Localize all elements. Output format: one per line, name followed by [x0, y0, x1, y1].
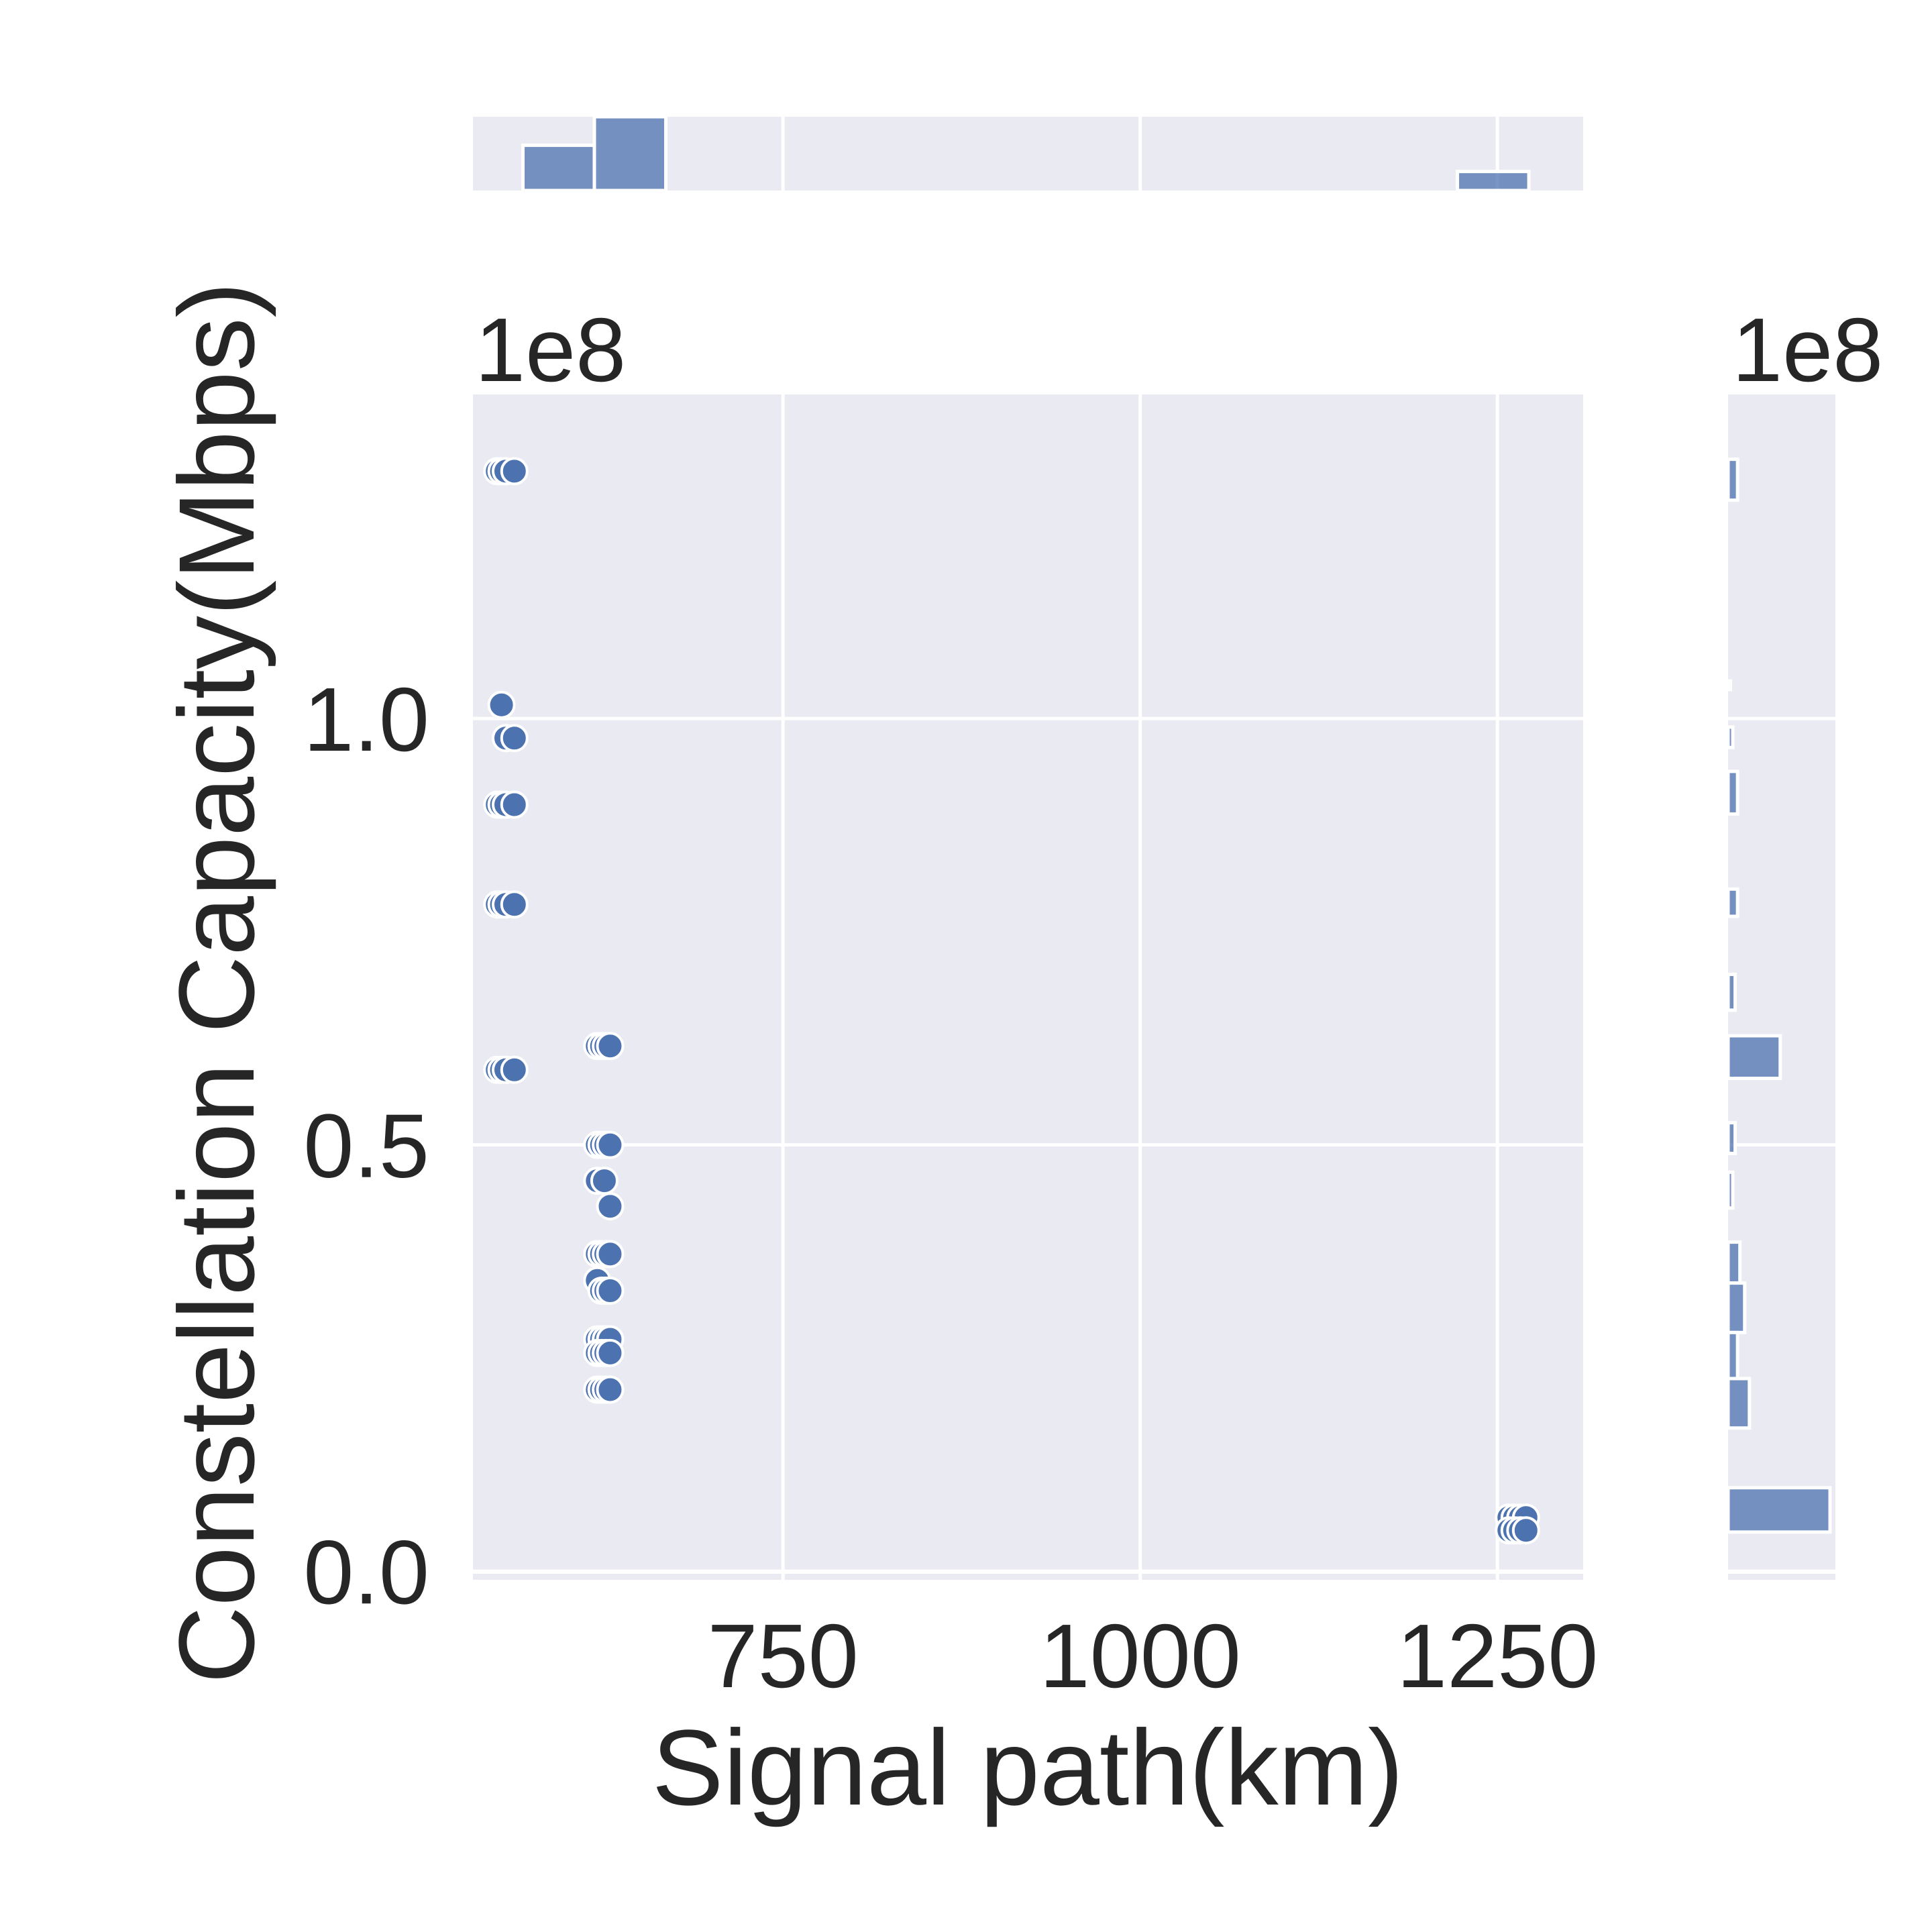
- scatter-point: [596, 1338, 625, 1367]
- tick-labels: 750 1000 1250 0.0 0.5 1.0: [303, 669, 1598, 1707]
- main-plot-background: [473, 394, 1583, 1580]
- scatter-point: [596, 1375, 625, 1404]
- x-axis-label: Signal path(km): [652, 1707, 1403, 1827]
- x-tick-label: 750: [708, 1605, 859, 1707]
- y-tick-label: 0.5: [303, 1095, 429, 1197]
- right-hist-bar: [1726, 1330, 1739, 1381]
- right-hist-bar: [1726, 1170, 1735, 1210]
- x-tick-label: 1000: [1040, 1605, 1241, 1707]
- scatter-point: [596, 1240, 625, 1269]
- scatter-point: [596, 1032, 625, 1061]
- scatter-point: [1511, 1516, 1540, 1545]
- x-tick-label: 1250: [1397, 1605, 1598, 1707]
- scatter-point: [500, 1055, 529, 1084]
- y-tick-label: 1.0: [303, 669, 429, 770]
- scatter-points: [483, 457, 1540, 1545]
- right-hist-bar: [1726, 1486, 1832, 1534]
- top-marginal-histogram: [521, 115, 1531, 193]
- y-offset-label: 1e8: [475, 299, 626, 400]
- right-hist-bar: [1726, 458, 1739, 502]
- right-hist-bar: [1726, 1281, 1747, 1334]
- top-hist-bar: [521, 144, 596, 193]
- scatter-point: [500, 724, 529, 753]
- y-axis-label: Constellation Capacity(Mbps): [156, 282, 276, 1684]
- right-marginal-offset-label: 1e8: [1732, 299, 1883, 400]
- right-hist-bar: [1726, 1034, 1782, 1081]
- right-hist-bar: [1726, 1121, 1737, 1155]
- right-hist-bar: [1726, 725, 1735, 749]
- right-hist-bar: [1726, 769, 1739, 816]
- right-marginal-histogram: [1726, 458, 1832, 1534]
- right-hist-bar: [1726, 887, 1739, 918]
- scatter-point: [500, 890, 529, 919]
- grid-lines: [473, 117, 1835, 1580]
- scatter-point: [596, 1192, 625, 1221]
- y-tick-label: 0.0: [303, 1521, 429, 1623]
- scatter-point: [500, 790, 529, 819]
- right-hist-bar: [1726, 972, 1737, 1012]
- scatter-point: [596, 1277, 625, 1305]
- right-hist-bar: [1726, 1377, 1752, 1430]
- scatter-point: [487, 690, 516, 719]
- top-hist-bar: [1456, 170, 1531, 193]
- top-hist-bar: [592, 115, 668, 193]
- right-hist-bar: [1726, 1240, 1742, 1285]
- scatter-point: [500, 457, 529, 486]
- scatter-point: [596, 1130, 625, 1159]
- scatter-point: [590, 1167, 619, 1195]
- right-hist-bar: [1726, 679, 1733, 692]
